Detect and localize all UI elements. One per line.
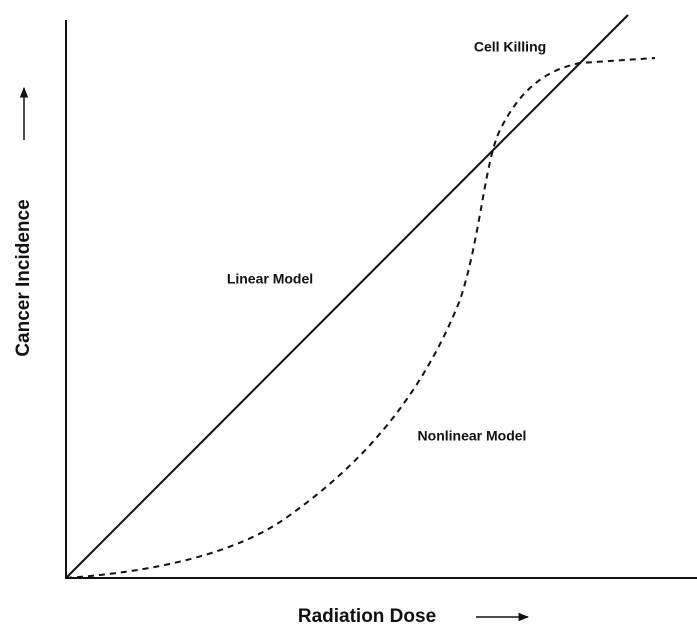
y-axis-title: Cancer Incidence xyxy=(13,199,34,356)
x-axis-title: Radiation Dose xyxy=(298,606,436,627)
nonlinear-model-curve xyxy=(65,57,656,579)
linear-model-label: Linear Model xyxy=(227,271,313,287)
cell-killing-label: Cell Killing xyxy=(474,39,546,55)
nonlinear-model-label: Nonlinear Model xyxy=(418,428,527,444)
linear-model-line xyxy=(65,14,629,579)
